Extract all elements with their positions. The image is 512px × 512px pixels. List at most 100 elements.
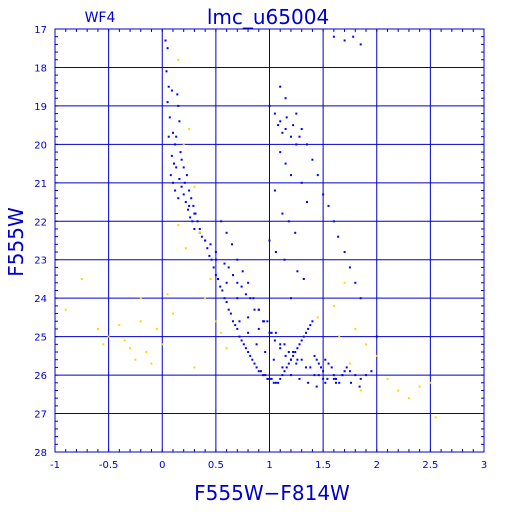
data-point (209, 243, 212, 246)
data-point (193, 228, 196, 230)
data-point (359, 377, 362, 380)
data-point (244, 293, 247, 296)
data-point (214, 258, 217, 261)
data-point (198, 231, 201, 234)
data-point (279, 377, 282, 380)
data-point (338, 381, 341, 384)
x-tick-label: 1.5 (315, 460, 331, 471)
data-point (236, 327, 239, 330)
data-point (365, 343, 367, 346)
data-point (418, 385, 421, 388)
data-point (298, 135, 301, 138)
data-point (290, 135, 292, 138)
data-point (259, 370, 262, 373)
data-point (188, 189, 191, 192)
data-point (274, 381, 277, 384)
data-point (313, 354, 316, 357)
data-point (166, 293, 169, 296)
y-tick-label: 22 (34, 217, 47, 228)
data-point (283, 343, 286, 346)
data-point (220, 331, 223, 334)
x-tick-label: 3 (481, 460, 487, 471)
tick-labels: -1 -0.5 0 0.5 1 1.5 2 2.5 3 17 18 19 20 21 22 23 24 25 26 2… (34, 25, 487, 471)
data-point (354, 374, 357, 377)
data-point (296, 270, 299, 273)
data-point (335, 381, 337, 384)
data-point (145, 351, 148, 353)
data-point (281, 212, 284, 215)
data-point (330, 366, 333, 369)
data-point (309, 366, 312, 369)
data-point (182, 166, 185, 169)
data-point (244, 347, 247, 350)
data-point (284, 97, 287, 100)
data-point (223, 262, 226, 265)
data-point (183, 181, 186, 184)
data-point (292, 354, 295, 357)
data-points (64, 35, 437, 419)
data-point (294, 351, 297, 353)
data-point (257, 308, 260, 311)
data-point (268, 104, 271, 107)
data-point (270, 377, 273, 380)
data-point (241, 270, 244, 273)
data-point (287, 220, 290, 223)
data-point (232, 274, 234, 277)
data-point (177, 58, 180, 61)
data-point (219, 285, 222, 288)
data-point (209, 278, 212, 280)
data-point (193, 185, 196, 188)
data-point (279, 120, 282, 123)
data-point (332, 35, 335, 38)
data-point (270, 331, 273, 334)
panel-label: WF4 (85, 10, 116, 26)
data-point (281, 366, 284, 369)
data-point (268, 377, 271, 380)
data-point (225, 231, 228, 234)
data-point (214, 251, 217, 253)
data-point (139, 320, 142, 323)
data-point (332, 377, 335, 380)
data-point (268, 331, 271, 334)
data-point (295, 362, 298, 365)
data-point (348, 362, 351, 365)
data-point (429, 381, 432, 384)
data-point (240, 339, 243, 342)
data-point (287, 362, 290, 365)
data-point (80, 278, 83, 280)
data-point (302, 335, 305, 338)
y-tick-label: 19 (34, 102, 47, 113)
data-point (292, 124, 295, 127)
data-point (253, 308, 256, 311)
data-point (309, 324, 312, 327)
data-point (191, 220, 194, 223)
data-point (407, 397, 410, 400)
data-point (327, 204, 330, 207)
data-point (182, 143, 185, 146)
data-point (220, 220, 223, 223)
data-point (350, 381, 352, 384)
data-point (178, 178, 181, 180)
data-point (214, 320, 217, 323)
data-point (129, 347, 132, 350)
data-point (305, 331, 307, 334)
data-point (306, 201, 308, 203)
x-tick-label: -1 (50, 460, 60, 471)
y-tick-label: 24 (34, 294, 47, 305)
data-point (177, 104, 180, 107)
data-point (238, 335, 241, 338)
data-point (212, 266, 215, 269)
data-point (375, 354, 378, 357)
data-point (170, 89, 173, 92)
data-point (180, 158, 183, 161)
data-point (175, 135, 178, 138)
data-point (300, 339, 303, 342)
y-tick-label: 25 (34, 333, 47, 344)
data-point (179, 151, 182, 154)
data-point (96, 327, 99, 330)
x-tick-label: 2.5 (422, 460, 438, 471)
data-point (223, 297, 226, 300)
data-point (242, 343, 245, 346)
data-point (255, 343, 258, 346)
data-point (176, 93, 179, 96)
